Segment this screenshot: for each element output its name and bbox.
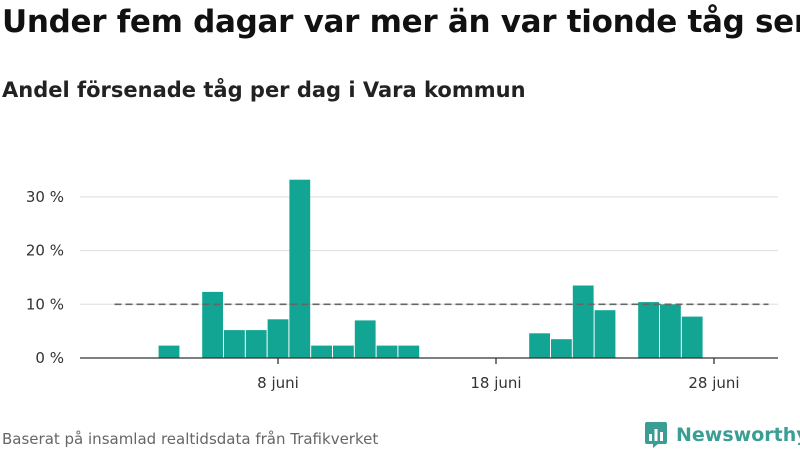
bar xyxy=(376,345,398,358)
chart-subtitle: Andel försenade tåg per dag i Vara kommu… xyxy=(2,78,526,102)
bar xyxy=(529,333,550,358)
x-tick-label: 8 juni xyxy=(257,374,299,392)
bar xyxy=(245,330,267,358)
bar xyxy=(333,345,354,358)
bar xyxy=(681,316,703,358)
bar xyxy=(551,339,572,358)
source-note: Baserat på insamlad realtidsdata från Tr… xyxy=(2,430,379,448)
bar xyxy=(267,319,289,358)
bar xyxy=(354,320,376,358)
bar xyxy=(398,345,420,358)
bar xyxy=(594,310,616,358)
bar-chart: 0 % 10 % 20 % 30 % 8 juni 18 juni 28 juni xyxy=(26,179,778,392)
bar xyxy=(572,285,594,358)
axes: 0 % 10 % 20 % 30 % 8 juni 18 juni 28 juni xyxy=(26,188,778,392)
bar-chart-logo-icon xyxy=(645,422,667,448)
y-tick-label: 20 % xyxy=(26,242,64,260)
gridlines xyxy=(80,196,778,305)
bar xyxy=(311,345,332,358)
x-tick-label: 28 juni xyxy=(688,374,739,392)
bar xyxy=(289,179,311,358)
bar xyxy=(638,302,659,358)
bar xyxy=(202,291,223,358)
brand-name: Newsworthy xyxy=(676,424,800,446)
brand-logo: Newsworthy xyxy=(644,420,800,450)
chart-title: Under fem dagar var mer än var tionde tå… xyxy=(2,4,800,40)
bar xyxy=(224,330,245,358)
y-tick-label: 30 % xyxy=(26,188,64,206)
bars xyxy=(158,179,703,358)
x-tick-label: 18 juni xyxy=(470,374,521,392)
y-tick-label: 0 % xyxy=(35,349,64,367)
bar xyxy=(660,304,681,358)
bar xyxy=(158,345,180,358)
y-tick-label: 10 % xyxy=(26,295,64,313)
